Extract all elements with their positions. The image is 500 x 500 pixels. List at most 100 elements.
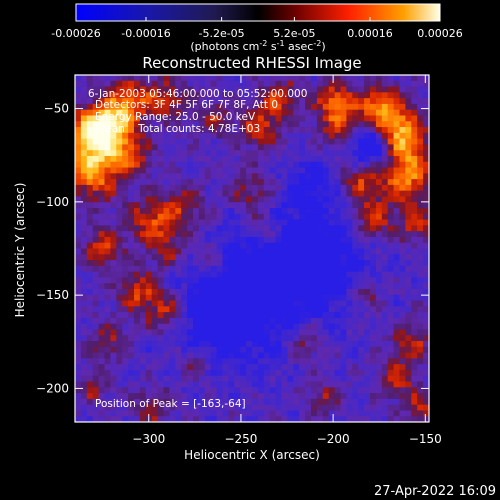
heatmap-cell [269, 161, 276, 168]
heatmap-cell [234, 167, 241, 174]
heatmap-cell [287, 231, 294, 238]
heatmap-cell [423, 352, 429, 359]
heatmap-cell [246, 190, 253, 197]
heatmap-cell [116, 352, 123, 359]
heatmap-cell [322, 132, 330, 140]
heatmap-cell [281, 190, 288, 197]
heatmap-cell [163, 179, 170, 186]
heatmap-cell [375, 300, 383, 307]
heatmap-cell [370, 387, 377, 394]
heatmap-cell [417, 248, 424, 255]
heatmap-cell [169, 184, 176, 192]
heatmap-cell [240, 127, 247, 134]
heatmap-cell [293, 364, 300, 371]
heatmap-cell [405, 260, 412, 267]
heatmap-cell [181, 352, 188, 359]
heatmap-cell [75, 98, 82, 105]
heatmap-cell [198, 335, 206, 342]
heatmap-cell [346, 416, 353, 422]
heatmap-cell [423, 393, 429, 400]
heatmap-cell [352, 75, 359, 82]
heatmap-cell [210, 265, 217, 273]
heatmap-cell [299, 352, 306, 359]
heatmap-cell [246, 167, 253, 174]
heatmap-cell [334, 288, 341, 296]
heatmap-cell [187, 265, 194, 273]
heatmap-cell [175, 190, 182, 197]
heatmap-cell [322, 75, 330, 82]
heatmap-cell [328, 80, 335, 87]
heatmap-cell [175, 323, 182, 330]
heatmap-cell [116, 242, 123, 249]
heatmap-cell [175, 150, 182, 157]
heatmap-cell [263, 196, 271, 203]
heatmap-cell [104, 86, 111, 93]
heatmap-cell [139, 75, 147, 82]
heatmap-cell [346, 317, 353, 325]
heatmap-cell [275, 213, 282, 220]
heatmap-cell [334, 173, 341, 180]
heatmap-cell [240, 254, 247, 261]
heatmap-cell [86, 294, 94, 301]
heatmap-cell [80, 75, 88, 82]
heatmap-cell [187, 208, 194, 215]
heatmap-cell [193, 161, 200, 168]
heatmap-cell [157, 283, 164, 290]
heatmap-cell [370, 323, 377, 330]
heatmap-cell [399, 115, 406, 122]
heatmap-cell [151, 312, 158, 319]
heatmap-cell [187, 341, 194, 348]
heatmap-cell [287, 184, 294, 192]
heatmap-cell [263, 98, 271, 105]
heatmap-cell [263, 283, 271, 290]
heatmap-cell [293, 393, 300, 400]
heatmap-cell [163, 381, 170, 388]
heatmap-cell [393, 312, 400, 319]
heatmap-cell [381, 236, 389, 244]
heatmap-cell [417, 219, 424, 226]
heatmap-cell [134, 416, 141, 422]
heatmap-cell [316, 283, 324, 290]
heatmap-cell [181, 254, 188, 261]
heatmap-cell [187, 306, 194, 313]
heatmap-cell [287, 323, 294, 330]
heatmap-cell [399, 144, 406, 151]
heatmap-cell [175, 236, 182, 244]
heatmap-cell [193, 335, 200, 342]
heatmap-cell [305, 92, 312, 99]
heatmap-cell [169, 236, 176, 244]
heatmap-cell [128, 323, 135, 330]
heatmap-cell [139, 265, 147, 273]
heatmap-cell [80, 80, 88, 87]
heatmap-cell [104, 80, 111, 87]
heatmap-cell [198, 393, 206, 400]
heatmap-cell [181, 127, 188, 134]
heatmap-cell [134, 231, 141, 238]
heatmap-cell [287, 236, 294, 244]
heatmap-cell [246, 248, 253, 255]
heatmap-cell [328, 294, 335, 301]
heatmap-cell [240, 306, 247, 313]
heatmap-cell [187, 288, 194, 296]
heatmap-cell [293, 335, 300, 342]
heatmap-cell [145, 398, 153, 406]
heatmap-cell [316, 288, 324, 296]
heatmap-cell [163, 242, 170, 249]
heatmap-cell [116, 329, 123, 336]
heatmap-cell [381, 213, 389, 220]
heatmap-cell [175, 306, 182, 313]
heatmap-cell [364, 138, 371, 145]
heatmap-cell [228, 416, 235, 422]
heatmap-cell [257, 225, 265, 232]
heatmap-cell [358, 335, 365, 342]
heatmap-cell [246, 352, 253, 359]
heatmap-cell [340, 410, 347, 417]
heatmap-cell [358, 416, 365, 422]
heatmap-cell [163, 75, 170, 82]
heatmap-cell [116, 144, 123, 151]
heatmap-cell [240, 381, 247, 388]
heatmap-cell [234, 225, 241, 232]
heatmap-cell [110, 375, 117, 382]
heatmap-cell [92, 196, 99, 203]
heatmap-cell [98, 121, 105, 128]
